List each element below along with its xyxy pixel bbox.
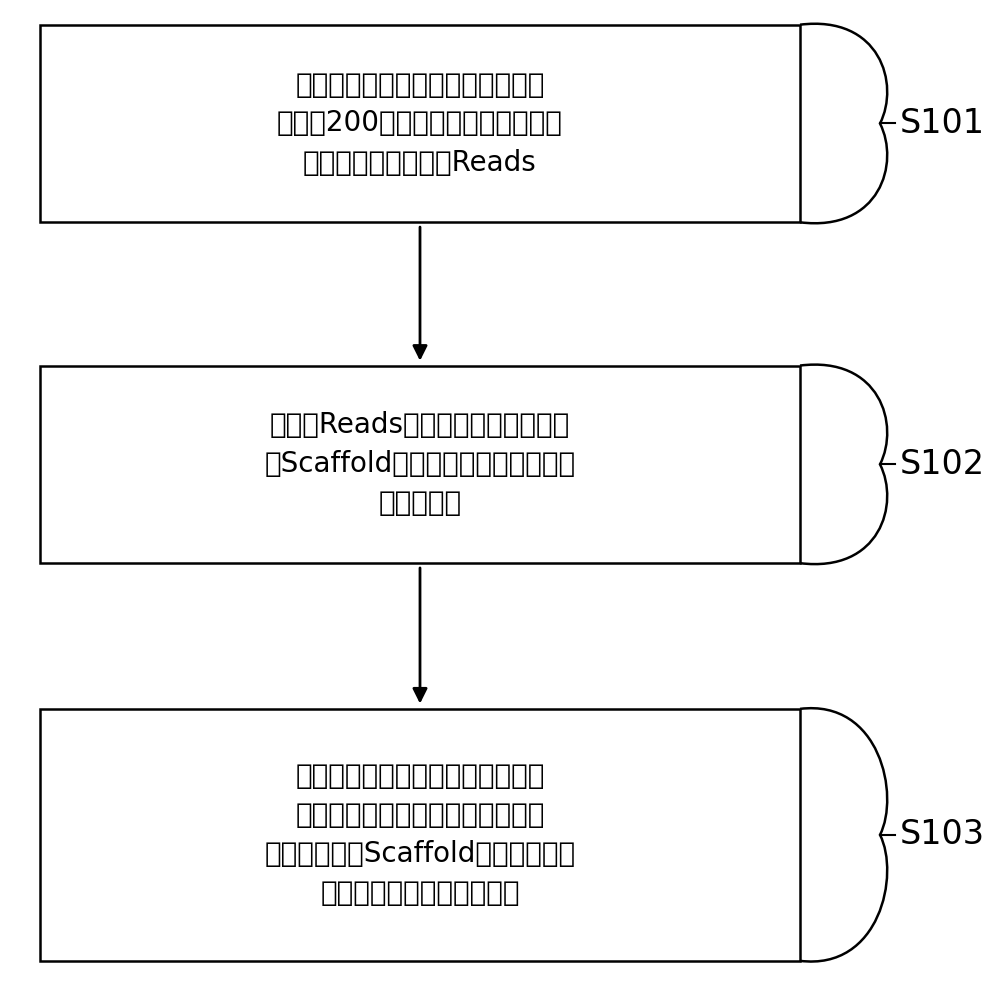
Text: S102: S102 (900, 448, 985, 481)
Text: S103: S103 (900, 818, 985, 852)
FancyBboxPatch shape (40, 25, 800, 222)
Text: 采用全基因组鸟枪法对目标物种进
行至少200倍的超高深度测序，以获
得有效的读长短序列Reads: 采用全基因组鸟枪法对目标物种进 行至少200倍的超高深度测序，以获 得有效的读长… (277, 70, 563, 177)
Text: 对所述Reads执行组装和构建支架序
列Scaffold，以获得带有冗余序列的
基因组图谱: 对所述Reads执行组装和构建支架序 列Scaffold，以获得带有冗余序列的 … (264, 411, 576, 518)
FancyBboxPatch shape (40, 709, 800, 960)
FancyBboxPatch shape (40, 366, 800, 563)
Text: S101: S101 (900, 107, 985, 140)
Text: 对所述带有冗余序列的基因组图谱
执行杂合识别处理，从而去除杂合
区域中冗余的Scaffold并保留杂合区
域信息以获得全基因组图谱: 对所述带有冗余序列的基因组图谱 执行杂合识别处理，从而去除杂合 区域中冗余的Sc… (264, 763, 576, 907)
